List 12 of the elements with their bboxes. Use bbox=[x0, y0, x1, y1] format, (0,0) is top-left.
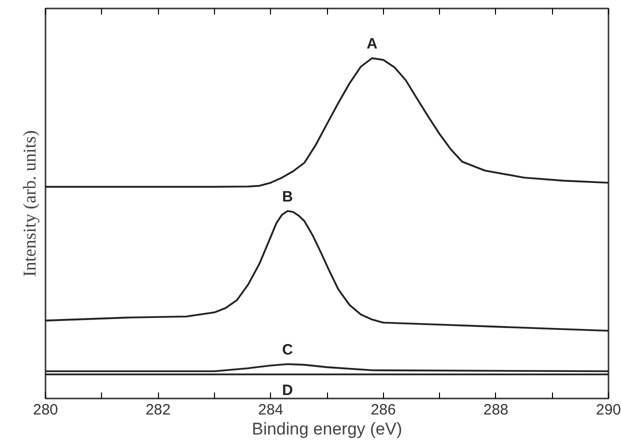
series-label: B bbox=[282, 188, 294, 206]
y-axis-title: Intensity (arb. units) bbox=[20, 130, 40, 277]
x-tick-label: 280 bbox=[32, 402, 58, 418]
series-label: C bbox=[282, 342, 294, 359]
x-tick-label: 290 bbox=[596, 402, 621, 418]
x-tick-label: 288 bbox=[483, 402, 508, 418]
series-label: A bbox=[366, 36, 378, 53]
series-label: D bbox=[282, 382, 294, 399]
x-tick-label: 282 bbox=[146, 402, 171, 418]
x-axis-title: Binding energy (eV) bbox=[252, 420, 402, 438]
x-tick-label: 284 bbox=[258, 402, 284, 418]
x-tick-label: 286 bbox=[370, 402, 396, 418]
